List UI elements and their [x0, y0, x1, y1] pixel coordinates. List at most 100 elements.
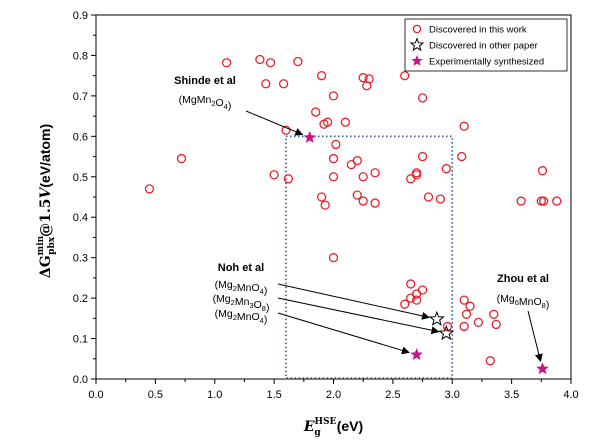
- x-tick-label: 2.5: [385, 389, 400, 401]
- subscript: 6: [515, 298, 519, 307]
- y-tick-label: 0.8: [73, 50, 88, 62]
- x-tick-label: 4.0: [563, 389, 578, 401]
- data-point: [516, 196, 526, 206]
- text-part: ): [228, 100, 232, 112]
- text-part: ): [264, 314, 268, 326]
- annotation-formula: (Mg6MnO8): [497, 293, 550, 311]
- legend-marker: [409, 37, 425, 52]
- subscript: 8: [542, 301, 546, 310]
- legend-box: [404, 18, 568, 72]
- data-point: [311, 107, 321, 117]
- y-tick-label: 0.0: [73, 374, 88, 386]
- data-point: [293, 56, 303, 67]
- highlight-region-box: [285, 135, 454, 379]
- subscript: 4: [224, 102, 228, 111]
- x-axis-unit: (eV): [337, 418, 363, 434]
- data-point: [322, 117, 333, 127]
- subscript: 4: [260, 316, 264, 325]
- legend-label: Discovered in this work: [429, 25, 527, 36]
- x-axis-sub: g: [314, 428, 321, 438]
- legend-marker: [411, 54, 423, 66]
- y-axis-mid: @1.5: [38, 199, 54, 237]
- data-point: [406, 279, 416, 289]
- text-part: MnO: [237, 311, 260, 323]
- y-tick-label: 0.5: [73, 172, 88, 184]
- x-tick-label: 1.5: [266, 389, 281, 401]
- subscript: 2: [233, 284, 237, 293]
- y-axis-v: V: [38, 186, 54, 199]
- data-point: [358, 172, 368, 182]
- data-point: [316, 192, 327, 202]
- data-point: [221, 58, 232, 68]
- legend: Discovered in this work Discovered in oth…: [404, 18, 568, 72]
- x-tick-label: 0.0: [88, 389, 103, 401]
- annotation-name: Zhou et al: [497, 273, 549, 285]
- subscript: 2: [231, 298, 235, 307]
- subscript: 2: [211, 99, 215, 108]
- y-tick-label: 0.3: [73, 253, 88, 265]
- data-point: [417, 285, 428, 295]
- annotation-formula: (Mg2MnO4): [215, 279, 268, 297]
- data-point: [537, 166, 548, 176]
- subscript: 4: [260, 287, 264, 296]
- data-point: [269, 170, 279, 180]
- data-point: [417, 93, 428, 103]
- text-part: (Mg: [215, 308, 233, 320]
- annotation-arrow: [527, 310, 543, 363]
- x-axis-symbol: E: [303, 419, 315, 435]
- y-axis-title: ΔGminpbx@1.5V(eV/atom): [36, 124, 57, 278]
- data-point: [328, 172, 339, 182]
- x-tick-label: 1.0: [207, 389, 222, 401]
- y-tick-label: 0.9: [73, 10, 88, 22]
- series-1: [428, 310, 455, 341]
- series-2: [303, 130, 549, 375]
- legend-label: Experimentally synthesized: [429, 57, 544, 68]
- text-part: MnO: [237, 282, 260, 294]
- data-point: [435, 194, 446, 204]
- data-point: [459, 295, 469, 305]
- data-point: [283, 174, 294, 184]
- data-point: [328, 153, 339, 164]
- x-axis-sup: HSE: [315, 417, 337, 427]
- y-axis-sub: pbx: [47, 236, 57, 255]
- data-point: [423, 192, 434, 202]
- y-axis-delta: ΔG: [38, 255, 54, 278]
- data-point: [406, 293, 416, 303]
- text-part: O: [216, 97, 224, 109]
- annotation-arrow: [245, 110, 304, 136]
- data-point: [278, 79, 289, 89]
- text-part: (Mg: [497, 293, 515, 305]
- legend-label: Discovered in other paper: [429, 41, 538, 52]
- data-point: [491, 319, 501, 330]
- data-point: [328, 253, 339, 263]
- data-point: [340, 117, 351, 127]
- y-tick-label: 0.1: [73, 334, 88, 346]
- legend-marker: [412, 24, 422, 34]
- data-point: [417, 151, 428, 162]
- data-point: [489, 309, 499, 319]
- data-point: [411, 170, 422, 180]
- data-point: [370, 168, 380, 178]
- text-part: (Mg: [215, 279, 233, 291]
- data-point: [358, 196, 368, 206]
- data-point: [400, 299, 410, 309]
- annotation-arrow: [277, 283, 430, 320]
- data-point: [465, 301, 475, 311]
- text-part: ): [546, 299, 550, 311]
- data-point: [144, 184, 155, 194]
- y-tick-label: 0.6: [73, 131, 88, 143]
- text-part: Mn: [235, 296, 250, 308]
- data-point: [328, 91, 339, 101]
- data-point: [428, 310, 445, 326]
- data-point: [552, 196, 562, 206]
- y-axis-sup: min: [36, 235, 46, 255]
- annotation-formula: (Mg2MnO4): [215, 308, 268, 326]
- data-point: [473, 317, 484, 328]
- data-point: [261, 79, 271, 89]
- data-point: [364, 74, 374, 84]
- text-part: ): [264, 285, 268, 297]
- annotation-1: Noh et al(Mg2MnO4)(Mg2Mn3O8)(Mg2MnO4): [213, 262, 440, 355]
- annotation-name: Shinde et al: [174, 75, 236, 87]
- data-point: [352, 155, 362, 166]
